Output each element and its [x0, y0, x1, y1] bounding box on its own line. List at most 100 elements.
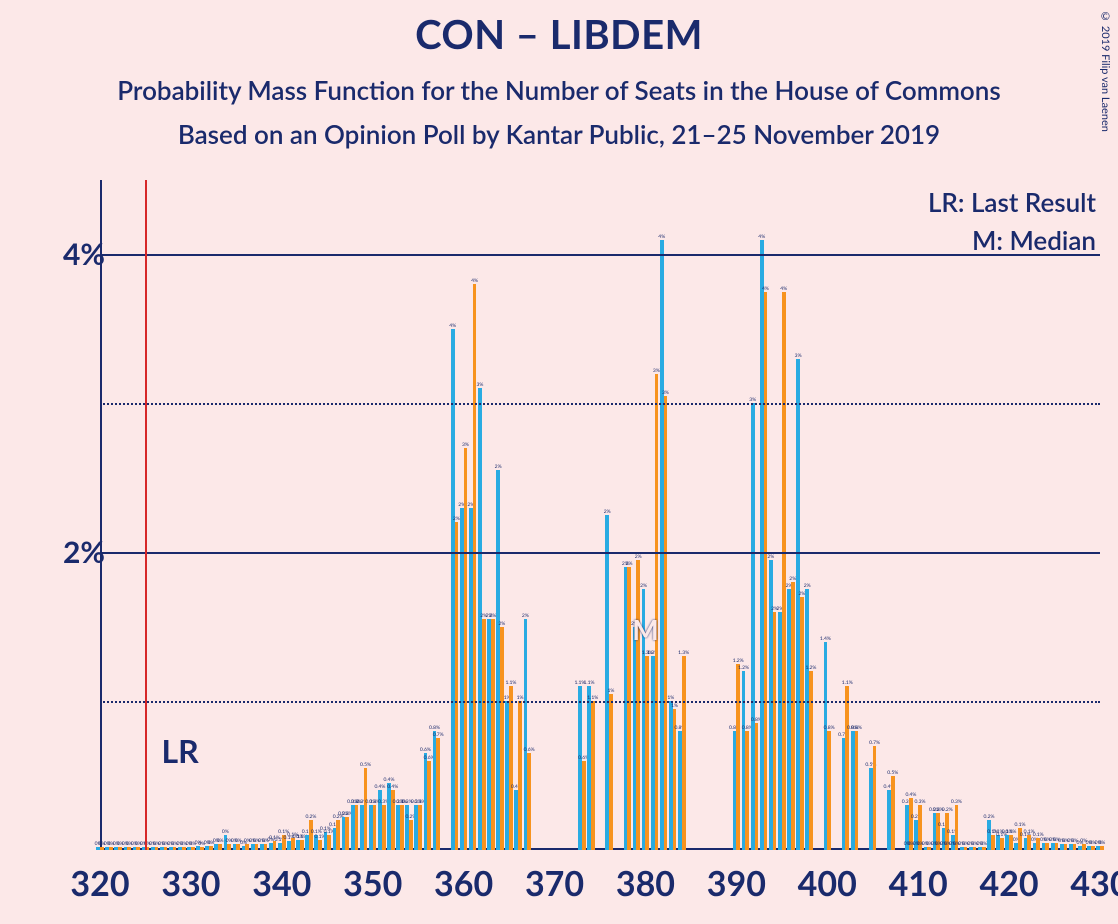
- bar-value-label: 3%: [795, 353, 802, 359]
- x-axis-tick-label: 390: [707, 863, 766, 904]
- bar-series-b: 0%: [1045, 843, 1049, 850]
- bar-series-b: 0%: [227, 844, 231, 850]
- bar-value-label: 0.7%: [869, 740, 880, 746]
- bar-value-label: 4%: [780, 286, 787, 292]
- bar-pair: 0%0%: [1069, 180, 1076, 850]
- bar-value-label: 2%: [522, 613, 529, 619]
- bar-pair: 0.4%0.3%: [378, 180, 385, 850]
- bar-series-b: 1.1%: [509, 686, 513, 850]
- bar-value-label: 2%: [626, 561, 633, 567]
- chart-container: LR: Last Result M: Median 0%0%0%0%0%0%0%…: [40, 180, 1100, 910]
- bar-series-b: 0.8%: [855, 731, 859, 850]
- bar-series-b: 0.8%: [745, 731, 749, 850]
- bar-pair: 0.8%0.8%: [851, 180, 858, 850]
- bar-series-b: 4%: [764, 292, 768, 850]
- bar-pair: 0.1%0.2%: [333, 180, 340, 850]
- x-axis-tick-label: 380: [616, 863, 675, 904]
- plot-area: LR: Last Result M: Median 0%0%0%0%0%0%0%…: [100, 180, 1100, 850]
- y-axis-tick-label: 2%: [55, 534, 105, 570]
- bar-pair: 2%2%: [633, 180, 640, 850]
- y-axis-tick-label: 4%: [55, 236, 105, 272]
- bar-series-b: 0%: [918, 847, 922, 850]
- bar-pair: 2%0.6%: [524, 180, 531, 850]
- bar-series-b: 0%: [155, 847, 159, 850]
- bar-pair: 0.4%0.5%: [887, 180, 894, 850]
- bar-value-label: 4%: [471, 278, 478, 284]
- bar-series-b: 0%: [118, 847, 122, 850]
- bar-value-label: 0%: [980, 841, 987, 847]
- bar-pair: 0.1%0.1%: [278, 180, 285, 850]
- bar-series-b: 0%: [100, 847, 104, 850]
- bar-pair: 0.1%0.1%: [1005, 180, 1012, 850]
- bar-value-label: 2%: [804, 583, 811, 589]
- grid-minor-line: [100, 701, 1100, 703]
- bar-pair: 0.2%0.1%: [987, 180, 994, 850]
- bar-series-b: 3%: [464, 448, 468, 850]
- bar-pair: 0%0.1%: [269, 180, 276, 850]
- bar-series-b: 2%: [773, 612, 777, 850]
- x-axis-tick-label: 400: [798, 863, 857, 904]
- bar-series-b: 2%: [800, 597, 804, 850]
- copyright-text: © 2019 Filip van Laenen: [1099, 10, 1112, 132]
- bar-value-label: 1.2%: [805, 665, 816, 671]
- bar-value-label: 1.3%: [678, 650, 689, 656]
- bar-series-b: 0.3%: [418, 805, 422, 850]
- bar-series-b: 2%: [491, 619, 495, 850]
- bar-series-b: 1%: [518, 701, 522, 850]
- bar-series-b: 0.7%: [873, 746, 877, 850]
- bar-pair: 0%0%: [942, 180, 949, 850]
- bar-series-b: 0%: [927, 847, 931, 850]
- bar-value-label: 3%: [662, 390, 669, 396]
- bar-series-b: 0%: [955, 847, 959, 850]
- bar-series-b: 0%: [1064, 844, 1068, 850]
- bar-series-b: 0%: [255, 844, 259, 850]
- bar-pair: 0%0%: [260, 180, 267, 850]
- bar-pair: 0%0%: [1078, 180, 1085, 850]
- bar-value-label: 0.6%: [420, 747, 431, 753]
- x-axis-labels: 320330340350360370380390400410420430: [100, 855, 1100, 910]
- bar-value-label: 2%: [453, 516, 460, 522]
- bar-pair: 0%0%: [233, 180, 240, 850]
- bar-pair: 1%1%: [669, 180, 676, 850]
- bar-series-b: 0.3%: [400, 805, 404, 850]
- bar-series-b: 0%: [264, 844, 268, 850]
- bar-pair: 2%2%: [787, 180, 794, 850]
- bar-pair: 2%1.3%: [642, 180, 649, 850]
- bar-pair: 0.3%0.2%: [405, 180, 412, 850]
- bar-series-b: 0%: [191, 847, 195, 850]
- bar-series-b: 1%: [609, 694, 613, 850]
- grid-major-line: [100, 552, 1100, 554]
- bar-pair: 2%2%: [487, 180, 494, 850]
- bar-series-b: 0.1%: [327, 835, 331, 850]
- bar-pair: 0.1%0.2%: [305, 180, 312, 850]
- x-axis-tick-label: 370: [525, 863, 584, 904]
- bar-value-label: 3%: [462, 442, 469, 448]
- x-axis-tick-label: 330: [161, 863, 220, 904]
- bar-pair: 4%3%: [660, 180, 667, 850]
- bar-series-b: 0.3%: [382, 805, 386, 850]
- bar-series-b: 0%: [1091, 846, 1095, 850]
- bar-pair: 0%0%: [1096, 180, 1103, 850]
- bar-pair: 0%0%: [960, 180, 967, 850]
- grid-minor-line: [100, 403, 1100, 405]
- bar-series-b: 1.1%: [845, 686, 849, 850]
- bar-value-label: 4%: [449, 323, 456, 329]
- bar-pair: 0.4%1%: [514, 180, 521, 850]
- bar-pair: 0%0%: [969, 180, 976, 850]
- bar-pair: 0%0.1%: [1014, 180, 1021, 850]
- bar-series-b: 0%: [245, 844, 249, 850]
- bar-pair: 1.4%0.8%: [824, 180, 831, 850]
- bar-series-b: 1.2%: [809, 671, 813, 850]
- bar-pair: 0.8%1.3%: [678, 180, 685, 850]
- bar-pair: 0%0%: [205, 180, 212, 850]
- bar-series-b: 0%: [136, 847, 140, 850]
- last-result-line: [145, 180, 147, 850]
- bar-pair: 2%3%: [460, 180, 467, 850]
- bar-value-label: 0.8%: [429, 725, 440, 731]
- bar-series-b: 0%: [964, 847, 968, 850]
- bar-pair: 0.3%0.3%: [369, 180, 376, 850]
- bar-value-label: 2%: [495, 464, 502, 470]
- bar-pair: 0%0%: [1087, 180, 1094, 850]
- bar-pair: 0%0%: [114, 180, 121, 850]
- x-axis-tick-label: 350: [343, 863, 402, 904]
